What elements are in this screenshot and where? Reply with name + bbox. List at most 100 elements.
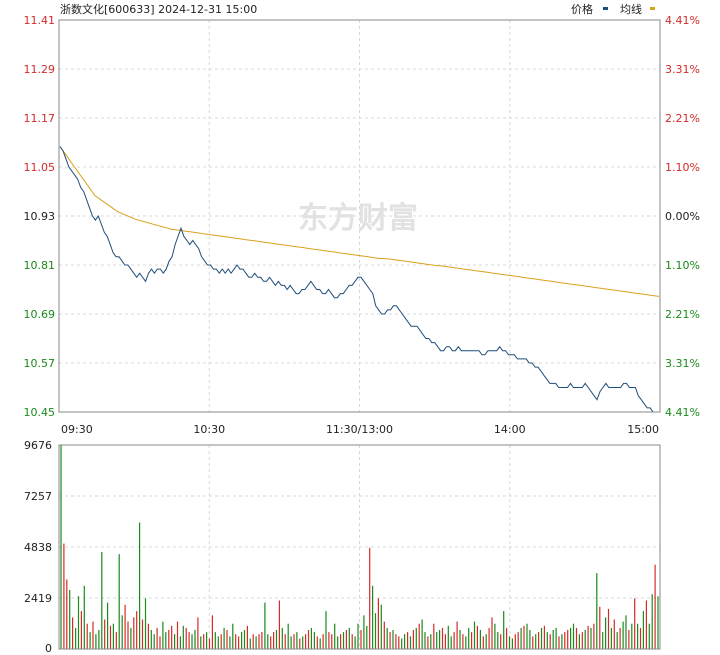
volume-bar [77,596,80,649]
volume-bar [610,627,612,649]
volume-bar [584,630,586,649]
price-tick-label: 11.05 [24,161,56,174]
volume-bar [389,632,391,649]
volume-bar [372,585,374,649]
volume-bar [471,632,473,649]
volume-bar [203,634,205,649]
volume-bar [226,630,228,649]
volume-bar [197,617,199,649]
volume-bar [267,634,269,649]
volume-bar [217,636,219,649]
volume-bar [101,552,103,649]
volume-bar [176,621,179,649]
volume-bar [340,634,342,649]
volume-bar [118,554,120,649]
volume-bar [485,634,487,649]
volume-bar [208,638,211,649]
volume-tick-label: 2419 [24,592,52,605]
time-tick-label: 10:30 [193,423,225,436]
price-tick-label: 11.29 [24,63,56,76]
volume-bar [427,636,429,649]
volume-bar [642,611,644,649]
volume-bar [459,630,461,649]
volume-bar [631,623,633,649]
volume-bar [648,623,650,649]
volume-bar [386,627,388,649]
percent-tick-label: 1.10% [665,161,700,174]
legend-avg-label: 均线 [620,2,642,16]
volume-bar [401,638,403,649]
volume-bar [182,625,184,649]
volume-bar [287,623,289,649]
volume-bar [243,630,246,649]
volume-bar [89,632,91,649]
volume-bar [80,611,82,649]
volume-bar [657,596,659,649]
volume-bar [255,636,257,649]
volume-bar [506,627,508,649]
volume-bar [511,638,513,649]
volume-bar [156,627,158,649]
volume-bar [398,636,400,649]
volume-axis: 9676 7257 4838 2419 0 [24,439,52,655]
volume-bar [383,621,385,649]
volume-bar [86,623,88,649]
volume-bar [147,623,149,649]
volume-bar [284,634,286,649]
volume-bar [72,617,74,649]
volume-bar [415,627,417,649]
volume-bar [538,632,540,649]
volume-bar [345,630,347,649]
volume-bar [639,627,642,649]
volume-bar [258,634,260,649]
volume-bar [307,630,310,649]
volume-bar [465,636,467,649]
volume-bar [564,632,566,649]
volume-bar [290,636,292,649]
volume-bar [66,579,68,649]
volume-bar [456,621,458,649]
volume-bar [599,606,601,649]
volume-bar [645,600,647,649]
volume-bar [578,634,580,649]
volume-bar [430,634,432,649]
volume-bar [622,621,624,649]
volume-bar [654,564,656,649]
volume-bar [450,636,452,649]
volume-panel-frame [58,444,661,650]
volume-bar [331,634,333,649]
volume-tick-label: 7257 [24,490,52,503]
volume-bar [281,627,283,649]
time-tick-label: 14:00 [494,423,526,436]
volume-bar [293,634,295,649]
volume-bar [526,623,528,649]
volume-bar [63,543,65,649]
volume-bar [107,602,109,649]
legend-price-label: 价格 [571,2,593,16]
volume-bar [482,636,484,649]
volume-bars [60,445,659,649]
price-lines [59,146,660,413]
volume-bar [159,636,161,649]
volume-bar [625,615,627,649]
volume-bar [133,617,135,649]
watermark: 东方财富 [298,201,418,236]
volume-bar [497,632,499,649]
volume-bar [104,619,106,649]
percent-tick-label: 3.31% [665,357,700,370]
chart-title: 浙数文化[600633] 2024-12-31 15:00 [60,2,257,16]
volume-bar [98,630,100,649]
volume-bar [404,634,406,649]
time-axis: 09:30 10:30 11:30/13:00 14:00 15:00 [61,423,659,436]
volume-bar [299,638,301,649]
volume-bar [628,630,630,649]
volume-bar [520,627,522,649]
volume-bar [558,636,560,649]
volume-bar [220,634,222,649]
volume-bar [575,627,578,649]
volume-bar [232,623,234,649]
volume-bar [95,634,97,649]
volume-panel: 9676 7257 4838 2419 0 [24,439,661,655]
price-tick-label: 10.57 [24,357,56,370]
volume-bar [115,632,117,649]
